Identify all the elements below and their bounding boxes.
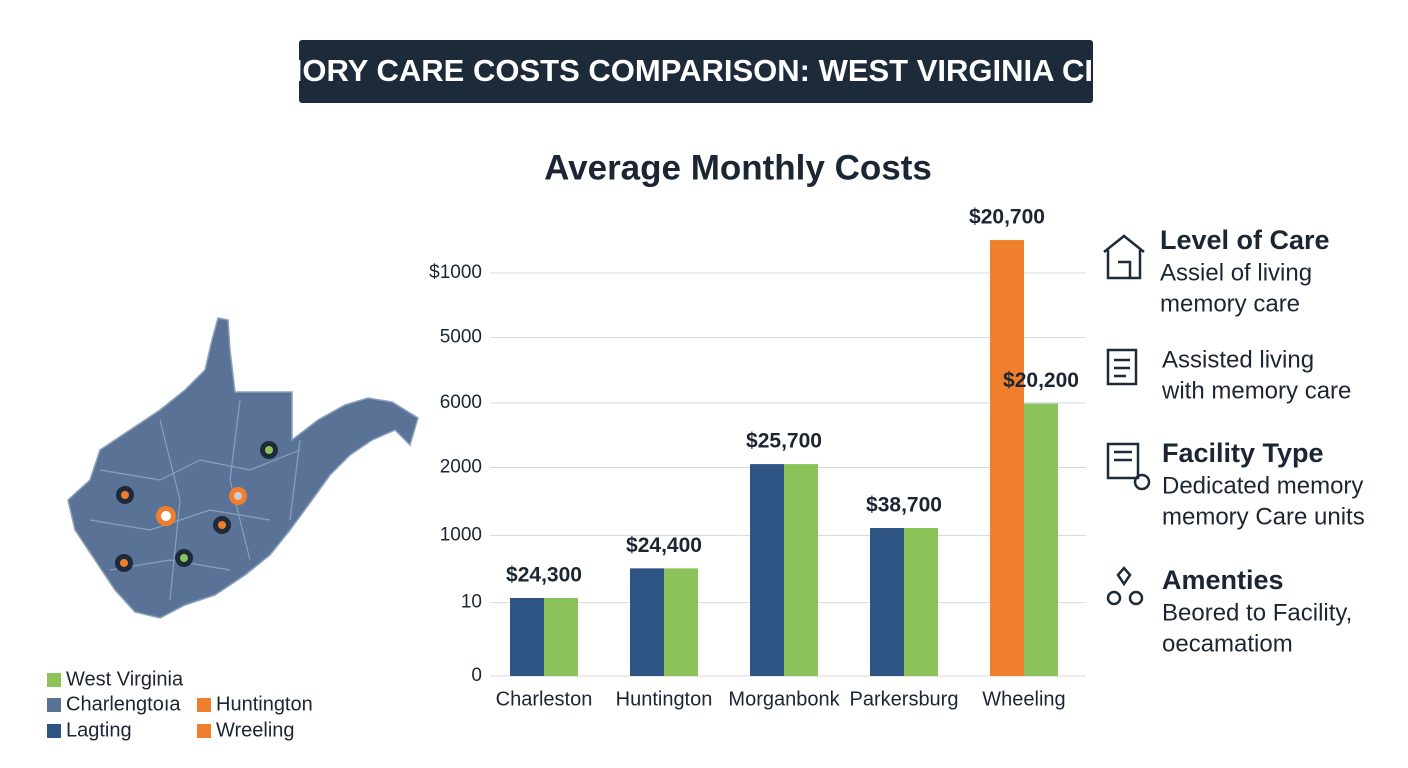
legend-label: Wreeling: [216, 719, 295, 741]
side-line: oecamatiom: [1162, 630, 1293, 657]
x-tick-label: Parkersburg: [850, 688, 959, 710]
bar: [870, 528, 904, 676]
title-banner: [299, 40, 1093, 103]
side-line: Assisted living: [1162, 346, 1314, 373]
x-tick-label: Morganbonk: [728, 688, 840, 710]
legend-label: Huntington: [216, 693, 313, 715]
side-icons: [1103, 234, 1151, 606]
y-tick-label: 6000: [440, 392, 482, 413]
chart-title: Average Monthly Costs: [544, 148, 932, 187]
bar: [544, 597, 578, 676]
page-title: MEMORY CARE COSTS COMPARISON: WEST VIRGI…: [230, 53, 1162, 88]
bar: [1024, 403, 1058, 676]
legend-swatch: [47, 698, 61, 712]
bar: [784, 464, 818, 676]
side-line: Beored to Facility,: [1162, 599, 1352, 626]
bar: [510, 597, 544, 676]
data-label: $20,700: [969, 206, 1045, 229]
side-title: Amenties: [1162, 565, 1284, 595]
side-title: Level of Care: [1160, 225, 1330, 255]
map: [67, 317, 419, 619]
legend-label: Lagting: [66, 719, 132, 741]
x-tick-label: Wheeling: [982, 688, 1065, 710]
y-tick-label: 5000: [440, 327, 482, 348]
legend-label: West Virginia: [66, 668, 184, 690]
side-line: memory Care units: [1162, 503, 1365, 530]
side-line: with memory care: [1161, 377, 1351, 404]
side-line: Assiel of living: [1160, 259, 1312, 286]
y-tick-label: $1000: [429, 262, 482, 283]
legend-swatch: [47, 673, 61, 687]
side-line: Dedicated memory: [1162, 472, 1363, 499]
bar: [904, 528, 938, 676]
data-label: $24,300: [506, 564, 582, 587]
data-label: $25,700: [746, 430, 822, 453]
x-tick-label: Huntington: [616, 688, 713, 710]
x-tick-label: Charleston: [496, 688, 593, 710]
side-title: Facility Type: [1162, 438, 1324, 468]
y-tick-label: 1000: [440, 524, 482, 545]
bar: [630, 568, 664, 676]
bar: [990, 240, 1024, 676]
bar: [750, 464, 784, 676]
legend-swatch: [197, 724, 211, 738]
legend-swatch: [197, 698, 211, 712]
y-tick-label: 2000: [440, 456, 482, 477]
data-label: $38,700: [866, 494, 942, 517]
data-label: $24,400: [626, 534, 702, 557]
legend-swatch: [47, 724, 61, 738]
side-line: memory care: [1160, 290, 1300, 317]
y-tick-label: 0: [471, 665, 482, 686]
data-label: $20,200: [1003, 369, 1079, 392]
y-tick-label: 10: [461, 592, 482, 613]
legend-label: Charlengtoıa: [66, 693, 181, 715]
bar: [664, 568, 698, 676]
